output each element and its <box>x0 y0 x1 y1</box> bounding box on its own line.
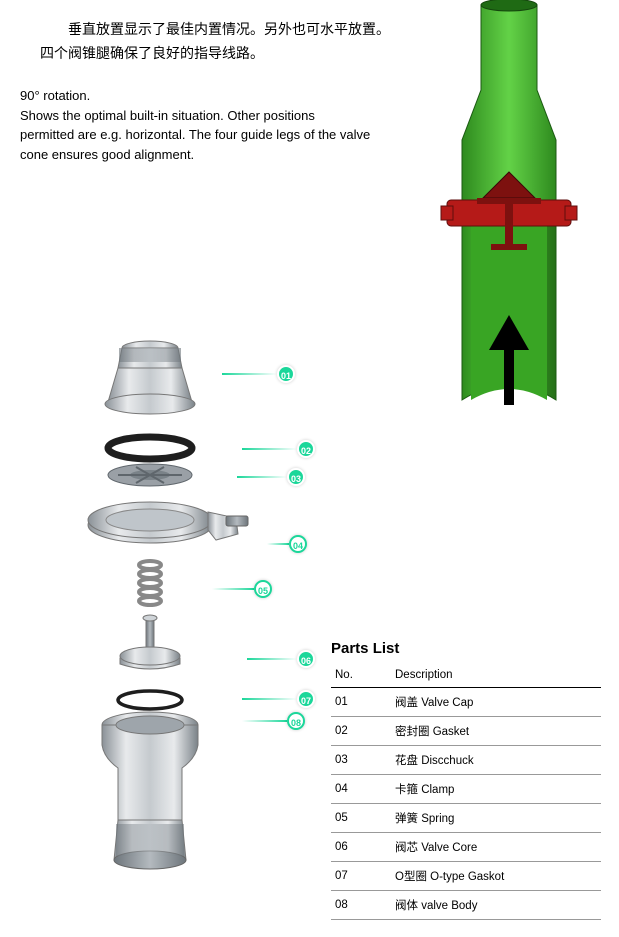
table-row: 05弹簧 Spring <box>331 804 601 833</box>
chinese-description: 垂直放置显示了最佳内置情况。另外也可水平放置。 四个阀锥腿确保了良好的指导线路。 <box>40 18 390 66</box>
exploded-svg <box>40 340 300 900</box>
cell-no: 08 <box>331 891 391 920</box>
text: cone ensures good alignment. <box>20 145 370 165</box>
parts-list-title: Parts List <box>331 640 601 657</box>
cell-desc: 密封圈 Gasket <box>391 717 601 746</box>
cell-no: 05 <box>331 804 391 833</box>
table-row: 07O型圈 O-type Gaskot <box>331 862 601 891</box>
badge-number: 02 <box>297 440 315 458</box>
table-row: 03花盘 Discchuck <box>331 746 601 775</box>
leader-line <box>242 720 287 722</box>
callout-badge-06: 06 <box>245 650 315 668</box>
badge-number: 08 <box>287 712 305 730</box>
callout-badge-05: 05 <box>210 580 272 598</box>
table-row: 06阀芯 Valve Core <box>331 833 601 862</box>
cell-desc: 阀体 valve Body <box>391 891 601 920</box>
table-row: 04卡箍 Clamp <box>331 775 601 804</box>
valve-cross-section-figure <box>389 0 609 430</box>
callout-badge-07: 07 <box>240 690 315 708</box>
cross-section-svg <box>389 0 609 430</box>
cell-no: 01 <box>331 688 391 717</box>
badge-number: 05 <box>254 580 272 598</box>
leader-line <box>247 658 297 660</box>
text: 90° rotation. <box>20 86 370 106</box>
leader-line <box>222 373 277 375</box>
leader-line <box>237 476 287 478</box>
cell-desc: 阀盖 Valve Cap <box>391 688 601 717</box>
cell-no: 03 <box>331 746 391 775</box>
callout-badge-08: 08 <box>240 712 305 730</box>
cell-desc: O型圈 O-type Gaskot <box>391 862 601 891</box>
cell-desc: 阀芯 Valve Core <box>391 833 601 862</box>
parts-table: No. Description 01阀盖 Valve Cap02密封圈 Gask… <box>331 663 601 920</box>
badge-number: 03 <box>287 468 305 486</box>
english-description: 90° rotation. Shows the optimal built-in… <box>20 86 370 164</box>
cell-desc: 卡箍 Clamp <box>391 775 601 804</box>
text: 四个阀锥腿确保了良好的指导线路。 <box>40 42 390 66</box>
callout-badge-04: 04 <box>265 535 307 553</box>
leader-line <box>267 543 289 545</box>
leader-line <box>212 588 254 590</box>
cell-desc: 花盘 Discchuck <box>391 746 601 775</box>
badge-number: 07 <box>297 690 315 708</box>
text: 垂直放置显示了最佳内置情况。另外也可水平放置。 <box>40 18 390 42</box>
text: Shows the optimal built-in situation. Ot… <box>20 106 370 126</box>
cell-no: 04 <box>331 775 391 804</box>
badge-number: 06 <box>297 650 315 668</box>
parts-list: Parts List No. Description 01阀盖 Valve Ca… <box>331 640 601 920</box>
callout-badge-01: 01 <box>220 365 295 383</box>
cell-no: 06 <box>331 833 391 862</box>
col-desc: Description <box>391 663 601 688</box>
badge-number: 01 <box>277 365 295 383</box>
col-no: No. <box>331 663 391 688</box>
table-row: 02密封圈 Gasket <box>331 717 601 746</box>
cell-no: 07 <box>331 862 391 891</box>
text: permitted are e.g. horizontal. The four … <box>20 125 370 145</box>
badge-number: 04 <box>289 535 307 553</box>
callout-badge-02: 02 <box>240 440 315 458</box>
leader-line <box>242 448 297 450</box>
table-row: 08阀体 valve Body <box>331 891 601 920</box>
leader-line <box>242 698 297 700</box>
callout-badge-03: 03 <box>235 468 305 486</box>
table-row: 01阀盖 Valve Cap <box>331 688 601 717</box>
exploded-view-figure: 0102030405060708 <box>40 340 300 900</box>
cell-desc: 弹簧 Spring <box>391 804 601 833</box>
cell-no: 02 <box>331 717 391 746</box>
